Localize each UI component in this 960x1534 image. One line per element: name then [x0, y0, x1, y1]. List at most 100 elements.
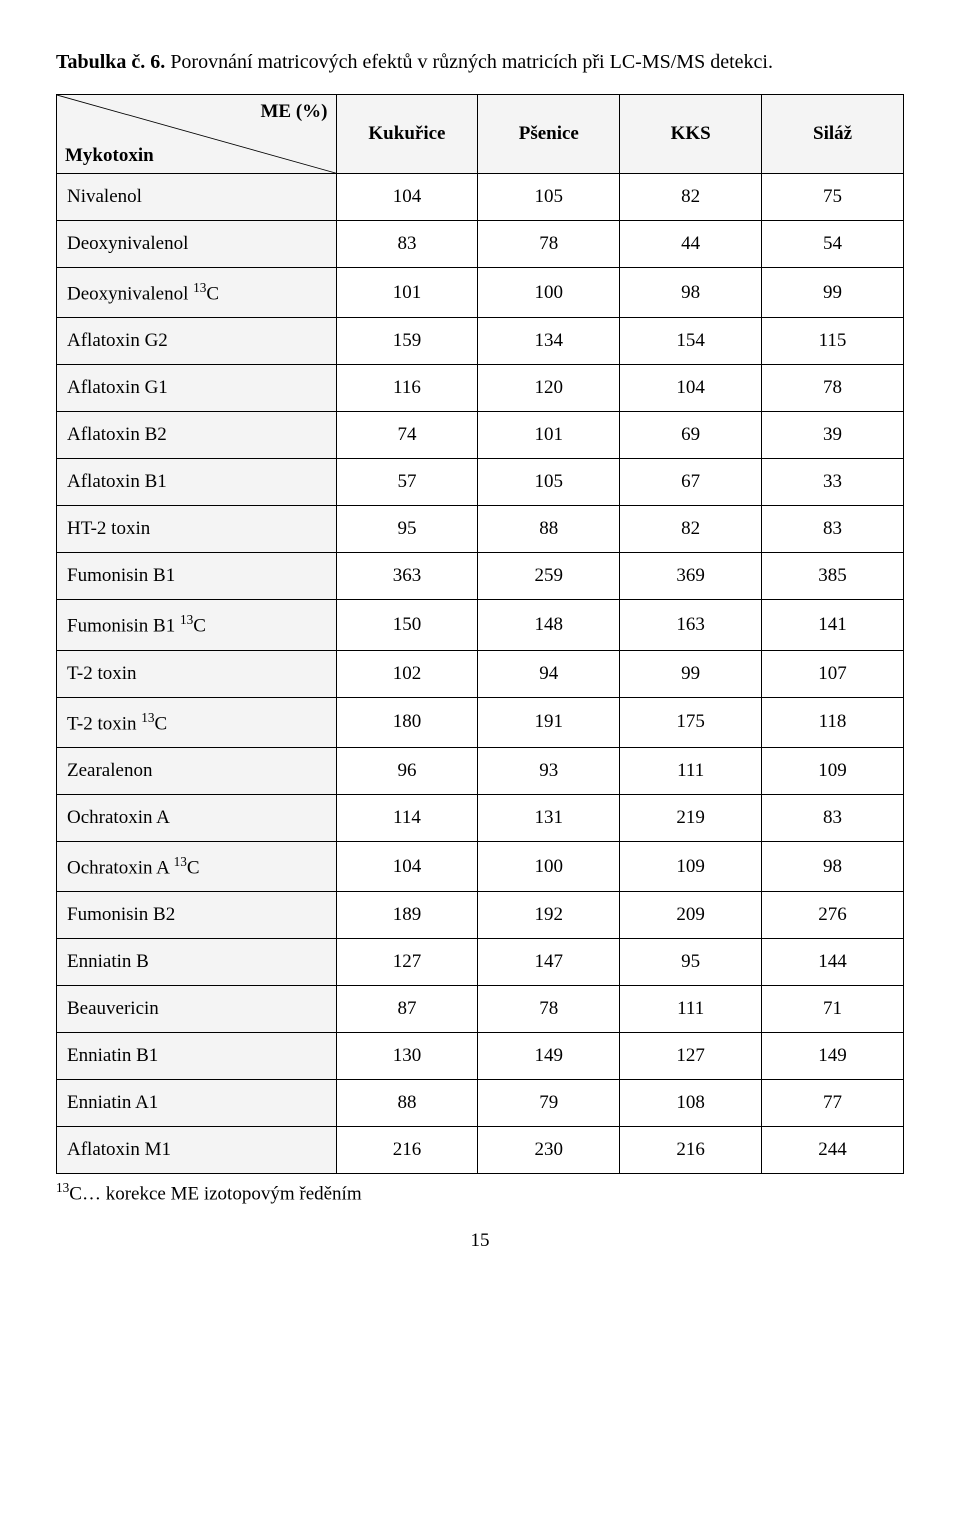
cell-value: 105 — [478, 174, 620, 221]
page-number: 15 — [56, 1230, 904, 1252]
row-label: Fumonisin B1 — [57, 553, 337, 600]
cell-value: 88 — [336, 1080, 478, 1127]
cell-value: 149 — [478, 1033, 620, 1080]
cell-value: 39 — [762, 412, 904, 459]
row-label: Aflatoxin G2 — [57, 318, 337, 365]
cell-value: 116 — [336, 365, 478, 412]
cell-value: 147 — [478, 939, 620, 986]
row-label: Enniatin B1 — [57, 1033, 337, 1080]
cell-value: 71 — [762, 986, 904, 1033]
cell-value: 141 — [762, 600, 904, 650]
col-header: Kukuřice — [336, 95, 478, 174]
cell-value: 120 — [478, 365, 620, 412]
cell-value: 189 — [336, 892, 478, 939]
col-header: Pšenice — [478, 95, 620, 174]
table-row: T-2 toxin 13C180191175118 — [57, 697, 904, 747]
cell-value: 102 — [336, 650, 478, 697]
table-row: Aflatoxin G2159134154115 — [57, 318, 904, 365]
row-label: Fumonisin B1 13C — [57, 600, 337, 650]
caption-number: Tabulka č. 6. — [56, 51, 165, 73]
cell-value: 216 — [336, 1127, 478, 1174]
cell-value: 87 — [336, 986, 478, 1033]
cell-value: 100 — [478, 268, 620, 318]
corner-header: ME (%) Mykotoxin — [57, 95, 337, 174]
row-label: Nivalenol — [57, 174, 337, 221]
cell-value: 33 — [762, 459, 904, 506]
cell-value: 83 — [762, 794, 904, 841]
cell-value: 78 — [478, 221, 620, 268]
cell-value: 82 — [620, 506, 762, 553]
cell-value: 385 — [762, 553, 904, 600]
cell-value: 259 — [478, 553, 620, 600]
table-row: Fumonisin B2189192209276 — [57, 892, 904, 939]
cell-value: 67 — [620, 459, 762, 506]
row-label: HT-2 toxin — [57, 506, 337, 553]
row-label: Ochratoxin A 13C — [57, 841, 337, 891]
cell-value: 118 — [762, 697, 904, 747]
cell-value: 93 — [478, 747, 620, 794]
cell-value: 99 — [762, 268, 904, 318]
cell-value: 107 — [762, 650, 904, 697]
table-row: Deoxynivalenol83784454 — [57, 221, 904, 268]
cell-value: 114 — [336, 794, 478, 841]
row-label: Aflatoxin G1 — [57, 365, 337, 412]
cell-value: 88 — [478, 506, 620, 553]
cell-value: 369 — [620, 553, 762, 600]
cell-value: 144 — [762, 939, 904, 986]
cell-value: 98 — [762, 841, 904, 891]
cell-value: 363 — [336, 553, 478, 600]
matrix-effects-table: ME (%) Mykotoxin Kukuřice Pšenice KKS Si… — [56, 94, 904, 1174]
cell-value: 104 — [620, 365, 762, 412]
cell-value: 104 — [336, 841, 478, 891]
cell-value: 134 — [478, 318, 620, 365]
cell-value: 191 — [478, 697, 620, 747]
cell-value: 75 — [762, 174, 904, 221]
row-label: T-2 toxin — [57, 650, 337, 697]
cell-value: 180 — [336, 697, 478, 747]
corner-bottom-label: Mykotoxin — [65, 145, 154, 167]
cell-value: 130 — [336, 1033, 478, 1080]
row-label: Aflatoxin B1 — [57, 459, 337, 506]
cell-value: 150 — [336, 600, 478, 650]
table-row: Enniatin A1887910877 — [57, 1080, 904, 1127]
footnote: 13C… korekce ME izotopovým ředěním — [56, 1180, 904, 1205]
cell-value: 101 — [478, 412, 620, 459]
table-row: Aflatoxin G111612010478 — [57, 365, 904, 412]
cell-value: 111 — [620, 747, 762, 794]
cell-value: 219 — [620, 794, 762, 841]
cell-value: 115 — [762, 318, 904, 365]
row-label: Enniatin B — [57, 939, 337, 986]
table-row: HT-2 toxin95888283 — [57, 506, 904, 553]
cell-value: 54 — [762, 221, 904, 268]
cell-value: 108 — [620, 1080, 762, 1127]
cell-value: 82 — [620, 174, 762, 221]
cell-value: 83 — [336, 221, 478, 268]
row-label: Ochratoxin A — [57, 794, 337, 841]
cell-value: 98 — [620, 268, 762, 318]
cell-value: 78 — [762, 365, 904, 412]
cell-value: 99 — [620, 650, 762, 697]
cell-value: 57 — [336, 459, 478, 506]
table-row: T-2 toxin1029499107 — [57, 650, 904, 697]
cell-value: 79 — [478, 1080, 620, 1127]
cell-value: 94 — [478, 650, 620, 697]
cell-value: 127 — [336, 939, 478, 986]
cell-value: 230 — [478, 1127, 620, 1174]
cell-value: 209 — [620, 892, 762, 939]
cell-value: 276 — [762, 892, 904, 939]
cell-value: 100 — [478, 841, 620, 891]
table-row: Fumonisin B1363259369385 — [57, 553, 904, 600]
cell-value: 105 — [478, 459, 620, 506]
table-row: Nivalenol1041058275 — [57, 174, 904, 221]
cell-value: 95 — [620, 939, 762, 986]
cell-value: 111 — [620, 986, 762, 1033]
cell-value: 216 — [620, 1127, 762, 1174]
cell-value: 101 — [336, 268, 478, 318]
cell-value: 74 — [336, 412, 478, 459]
corner-top-label: ME (%) — [261, 101, 328, 123]
cell-value: 78 — [478, 986, 620, 1033]
cell-value: 175 — [620, 697, 762, 747]
cell-value: 44 — [620, 221, 762, 268]
row-label: T-2 toxin 13C — [57, 697, 337, 747]
table-row: Ochratoxin A11413121983 — [57, 794, 904, 841]
